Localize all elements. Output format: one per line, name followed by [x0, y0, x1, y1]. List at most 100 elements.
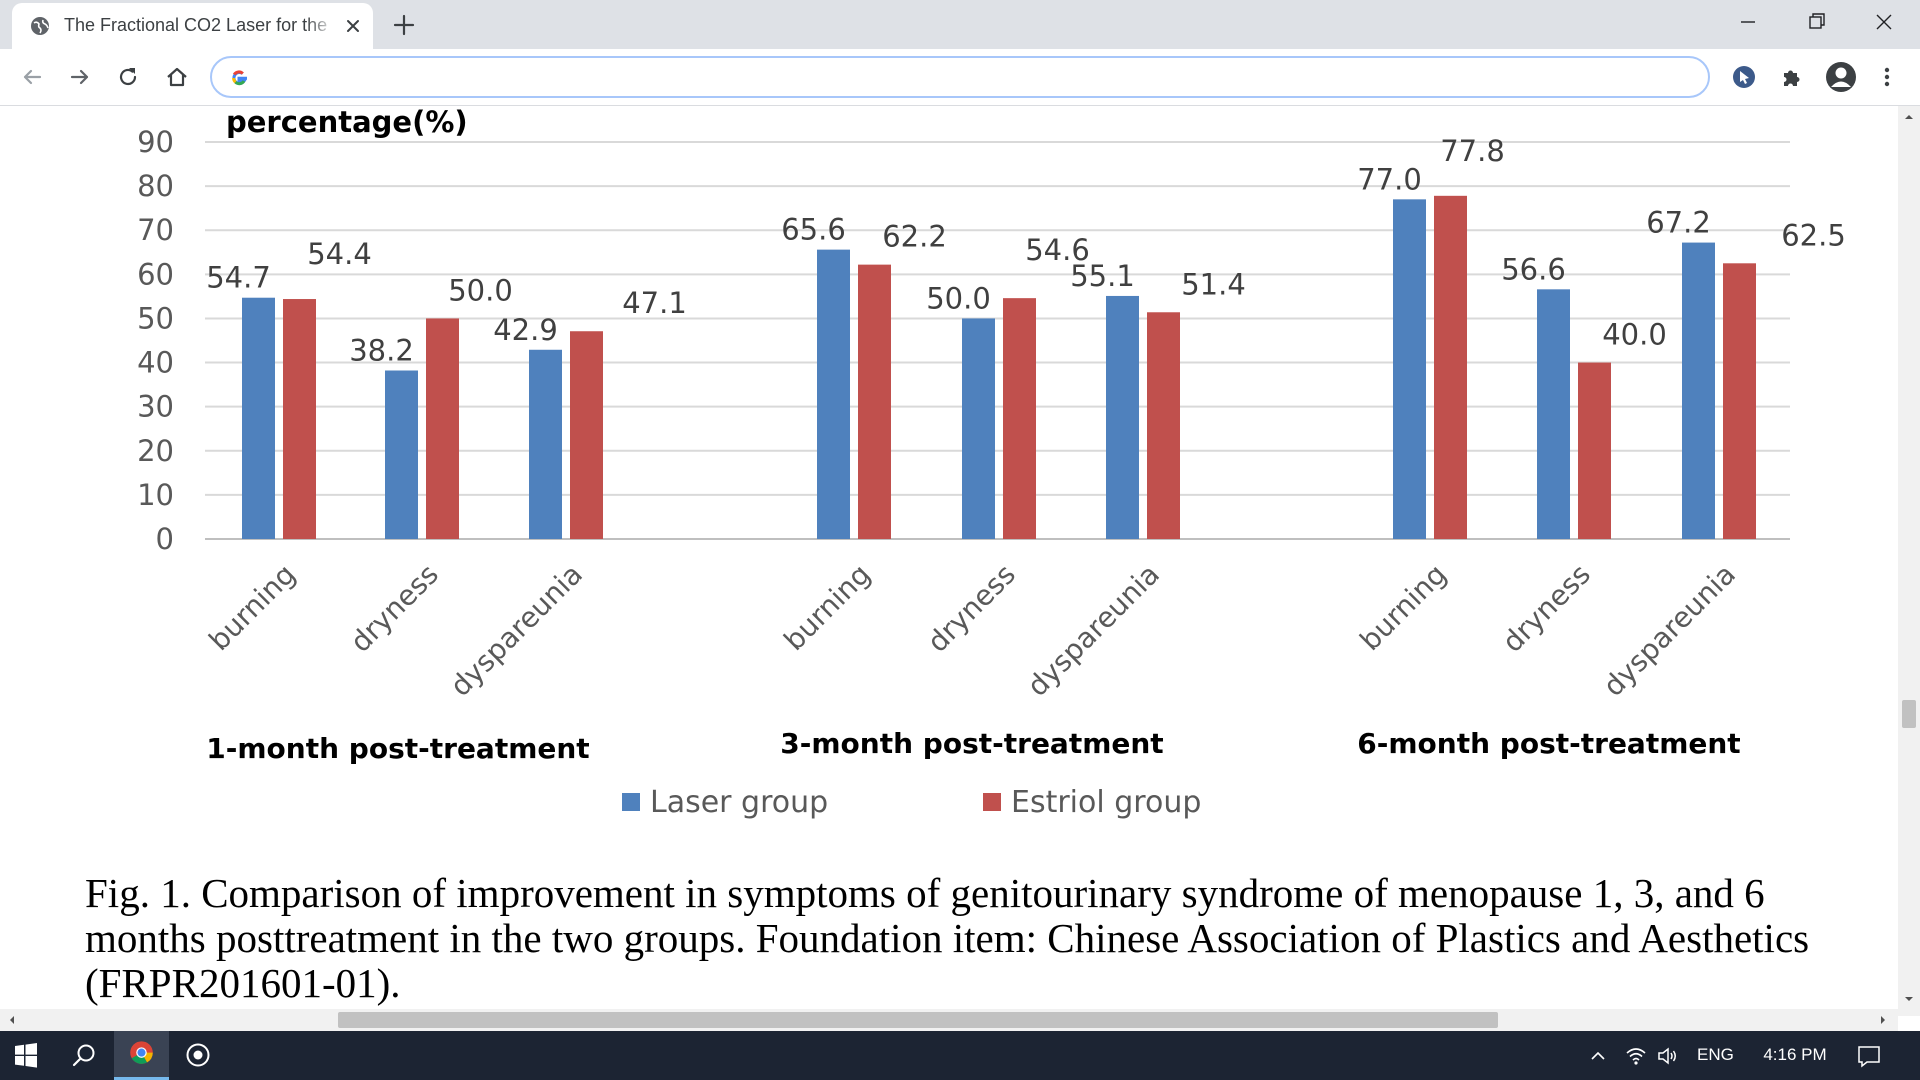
- data-label: 54.7: [206, 261, 271, 295]
- y-tick-label: 50: [137, 301, 174, 335]
- estriol-group-bar: [1578, 362, 1611, 539]
- address-bar[interactable]: [210, 56, 1710, 98]
- legend-swatch: [622, 793, 640, 811]
- estriol-group-bar: [283, 299, 316, 539]
- scroll-up-arrow-icon[interactable]: [1904, 112, 1914, 122]
- y-tick-label: 0: [156, 522, 174, 556]
- data-label: 67.2: [1646, 206, 1711, 240]
- data-label: 65.6: [781, 213, 846, 247]
- clock[interactable]: 4:16 PM: [1763, 1045, 1827, 1064]
- scroll-left-arrow-icon[interactable]: [7, 1015, 17, 1025]
- legend-swatch: [983, 793, 1001, 811]
- data-label: 51.4: [1181, 267, 1246, 301]
- estriol-group-bar: [570, 331, 603, 539]
- profile-icon[interactable]: [1824, 60, 1858, 94]
- y-tick-label: 70: [137, 213, 174, 247]
- y-tick-label: 90: [137, 125, 174, 159]
- vertical-scrollbar[interactable]: [1898, 106, 1920, 1016]
- estriol-group-bar: [1003, 298, 1036, 539]
- reload-icon[interactable]: [114, 63, 142, 91]
- laser-group-bar: [1537, 289, 1570, 539]
- y-tick-label: 60: [137, 257, 174, 291]
- data-label: 54.4: [307, 237, 372, 271]
- data-label: 62.5: [1781, 218, 1846, 252]
- scroll-down-arrow-icon[interactable]: [1904, 994, 1914, 1004]
- globe-icon: [31, 17, 49, 35]
- figure-caption: Fig. 1. Comparison of improvement in sym…: [85, 870, 1810, 1006]
- laser-group-bar: [817, 249, 850, 539]
- url-input[interactable]: [260, 65, 1660, 89]
- tab-title: The Fractional CO2 Laser for the: [64, 15, 336, 37]
- y-tick-label: 20: [137, 434, 174, 468]
- x-category-label: dryness: [1496, 558, 1597, 659]
- estriol-group-bar: [1723, 263, 1756, 539]
- search-icon[interactable]: [58, 1031, 110, 1080]
- estriol-group-bar: [1434, 195, 1467, 539]
- data-label: 40.0: [1602, 318, 1667, 352]
- legend-label: Estriol group: [1011, 785, 1201, 820]
- group-label: 1-month post-treatment: [206, 732, 589, 765]
- volume-icon[interactable]: [1656, 1044, 1680, 1068]
- data-label: 62.2: [882, 220, 947, 254]
- x-category-label: dryness: [921, 558, 1022, 659]
- plus-icon[interactable]: [390, 11, 418, 39]
- x-category-label: burning: [778, 558, 877, 657]
- bar-chart: 54.7 38.2 42.9 65.6 50.0 55.1 77.0 56.6 67.2 54.4…: [137, 106, 1846, 820]
- y-tick-label: 80: [137, 169, 174, 203]
- laser-group-bar: [962, 318, 995, 539]
- y-tick-label: 30: [137, 390, 174, 424]
- data-label: 47.1: [622, 286, 687, 320]
- window-close-icon[interactable]: [1862, 6, 1906, 38]
- data-label: 50.0: [926, 281, 991, 315]
- puzzle-icon[interactable]: [1778, 63, 1806, 91]
- browser-toolbar: [0, 49, 1920, 106]
- y-axis-title: percentage(%): [226, 106, 468, 139]
- x-category-label: dyspareunia: [1597, 558, 1742, 703]
- group-label: 6-month post-treatment: [1357, 727, 1740, 760]
- group-label: 3-month post-treatment: [780, 727, 1163, 760]
- close-icon[interactable]: [341, 14, 365, 38]
- network-icon[interactable]: [1624, 1044, 1648, 1068]
- y-tick-label: 40: [137, 346, 174, 380]
- page-viewport: 54.7 38.2 42.9 65.6 50.0 55.1 77.0 56.6 67.2 54.4…: [0, 106, 1898, 1016]
- windows-start-icon[interactable]: [0, 1031, 52, 1080]
- chevron-up-icon[interactable]: [1588, 1046, 1608, 1066]
- google-g-icon: [232, 70, 247, 86]
- home-icon[interactable]: [163, 63, 191, 91]
- browser-tab[interactable]: The Fractional CO2 Laser for the: [12, 3, 373, 49]
- laser-group-bar: [1393, 199, 1426, 539]
- x-category-label: dyspareunia: [444, 558, 589, 703]
- x-category-label: burning: [203, 558, 302, 657]
- kebab-menu-icon[interactable]: [1874, 63, 1900, 91]
- tab-strip: The Fractional CO2 Laser for the: [0, 0, 1920, 49]
- laser-group-bar: [242, 297, 275, 539]
- horizontal-scrollbar[interactable]: [0, 1009, 1898, 1031]
- laser-group-bar: [529, 349, 562, 539]
- minimize-icon[interactable]: [1726, 6, 1770, 38]
- estriol-group-bar: [1147, 312, 1180, 539]
- cursor-extension-icon[interactable]: [1730, 63, 1758, 91]
- estriol-group-bar: [858, 264, 891, 539]
- app-icon[interactable]: [172, 1031, 224, 1080]
- forward-arrow-icon[interactable]: [66, 63, 94, 91]
- data-label: 77.0: [1357, 162, 1422, 196]
- legend-label: Laser group: [650, 785, 828, 820]
- laser-group-bar: [1106, 295, 1139, 539]
- data-label: 42.9: [493, 313, 558, 347]
- data-label: 54.6: [1025, 233, 1090, 267]
- taskbar: ENG 4:16 PM: [0, 1031, 1920, 1080]
- horizontal-scroll-thumb[interactable]: [338, 1012, 1498, 1028]
- x-category-label: dyspareunia: [1021, 558, 1166, 703]
- data-label: 38.2: [349, 333, 414, 367]
- data-label: 55.1: [1070, 259, 1135, 293]
- data-label: 56.6: [1501, 252, 1566, 286]
- scroll-right-arrow-icon[interactable]: [1878, 1015, 1888, 1025]
- chrome-icon[interactable]: [114, 1031, 169, 1080]
- language-indicator[interactable]: ENG: [1697, 1045, 1734, 1064]
- data-label: 77.8: [1440, 134, 1505, 168]
- vertical-scroll-thumb[interactable]: [1902, 700, 1916, 728]
- notification-icon[interactable]: [1856, 1043, 1882, 1069]
- data-label: 50.0: [448, 273, 513, 307]
- back-arrow-icon[interactable]: [18, 63, 46, 91]
- restore-icon[interactable]: [1795, 6, 1839, 38]
